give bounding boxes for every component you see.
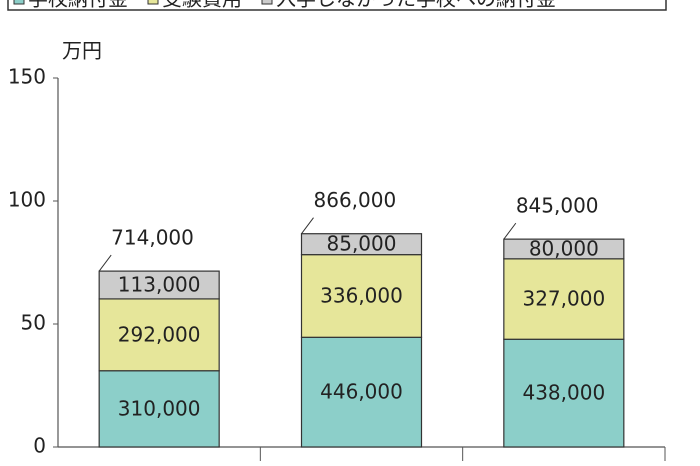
bar-segment [503, 338, 625, 448]
bar-segment [503, 238, 625, 260]
value-label: 292,000 [118, 322, 201, 346]
legend-box [7, 0, 667, 11]
bar-segment [300, 336, 423, 448]
legend-swatch [147, 0, 159, 5]
value-label: 85,000 [327, 232, 397, 256]
value-label: 438,000 [522, 381, 605, 405]
y-tick-label: 50 [21, 311, 46, 335]
total-label: 866,000 [314, 188, 397, 212]
y-axis-label: 万円 [62, 39, 102, 63]
y-tick-label: 150 [8, 65, 46, 89]
bar-segment [503, 258, 625, 340]
legend-swatch [261, 0, 273, 5]
leader-line [301, 217, 314, 235]
total-label: 714,000 [111, 226, 194, 250]
legend-label: 学校納付金 [28, 0, 128, 11]
legend-label: 受験費用 [162, 0, 242, 11]
value-label: 113,000 [118, 273, 201, 297]
value-label: 327,000 [522, 287, 605, 311]
value-label: 310,000 [118, 396, 201, 420]
bar-segment [98, 270, 220, 300]
y-tick-label: 100 [8, 188, 46, 212]
bar-segment [300, 254, 423, 338]
value-label: 336,000 [320, 283, 403, 307]
value-label: 80,000 [529, 236, 599, 260]
bar-segment [300, 233, 423, 256]
bar-segment [98, 298, 220, 372]
total-label: 845,000 [516, 194, 599, 218]
leader-line [503, 222, 517, 240]
leader-line [98, 254, 112, 272]
value-label: 446,000 [320, 380, 403, 404]
y-tick-label: 0 [33, 434, 46, 458]
legend-swatch [13, 0, 25, 5]
legend-label: 入学しなかった学校への納付金 [276, 0, 556, 11]
